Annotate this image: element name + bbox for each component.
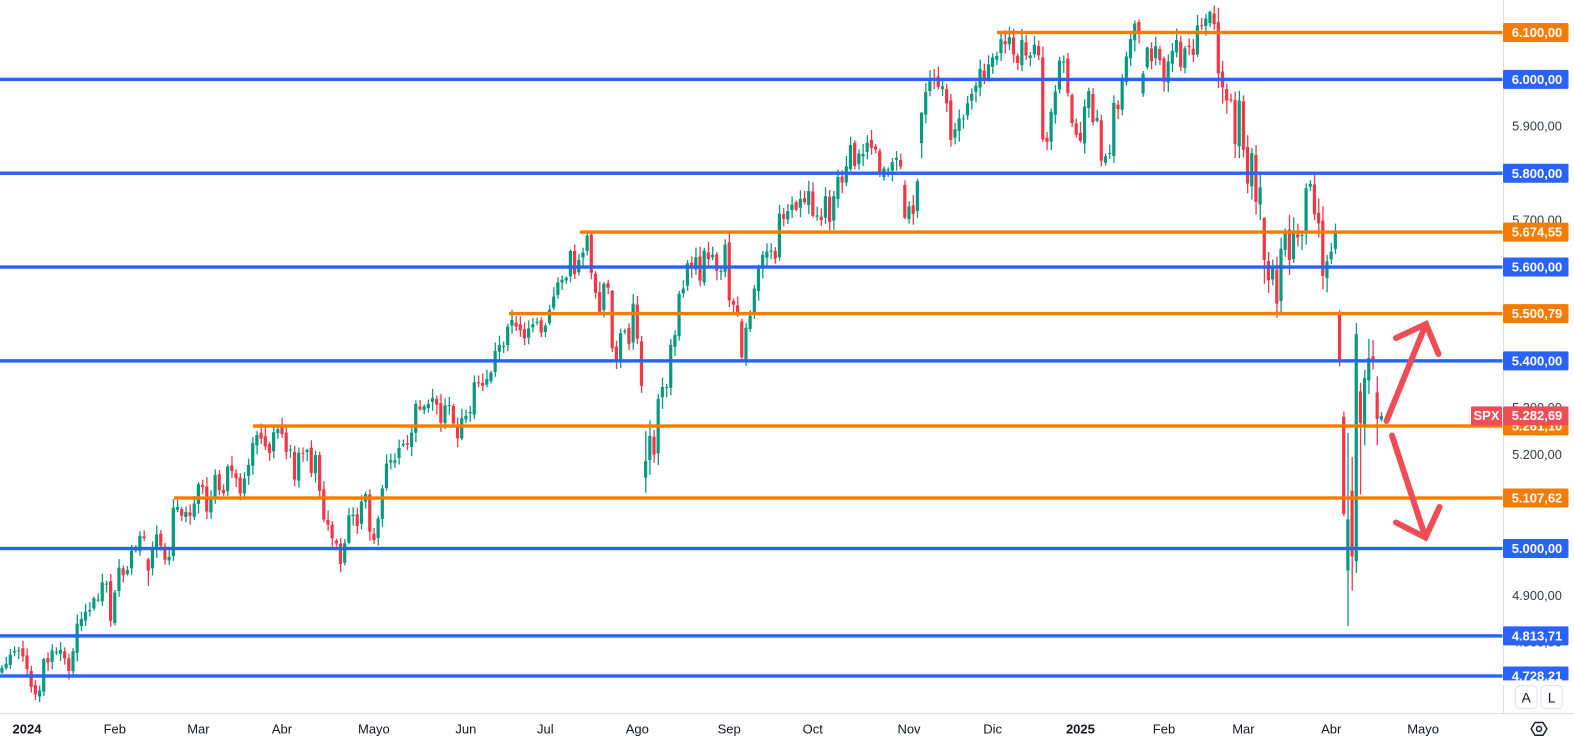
svg-text:A: A: [1522, 689, 1532, 705]
svg-text:Feb: Feb: [1153, 722, 1175, 737]
svg-text:6.100,00: 6.100,00: [1512, 25, 1563, 40]
svg-text:Jun: Jun: [455, 722, 476, 737]
svg-text:4.900,00: 4.900,00: [1512, 588, 1562, 603]
svg-text:5.500,79: 5.500,79: [1512, 306, 1563, 321]
svg-text:Ago: Ago: [626, 722, 649, 737]
svg-text:Feb: Feb: [104, 722, 126, 737]
svg-text:L: L: [1548, 689, 1556, 705]
svg-text:5.200,00: 5.200,00: [1512, 447, 1562, 462]
svg-text:6.000,00: 6.000,00: [1512, 72, 1563, 87]
svg-text:Mar: Mar: [1232, 722, 1255, 737]
svg-text:5.600,00: 5.600,00: [1512, 260, 1563, 275]
svg-text:Jul: Jul: [537, 722, 554, 737]
svg-text:4.728,21: 4.728,21: [1512, 669, 1563, 684]
svg-text:5.400,00: 5.400,00: [1512, 354, 1563, 369]
svg-text:Mayo: Mayo: [358, 722, 390, 737]
svg-text:Mar: Mar: [187, 722, 210, 737]
svg-text:4.813,71: 4.813,71: [1512, 629, 1563, 644]
svg-text:Sep: Sep: [718, 722, 741, 737]
svg-text:2025: 2025: [1066, 722, 1095, 737]
svg-text:2024: 2024: [13, 722, 43, 737]
svg-text:Abr: Abr: [272, 722, 293, 737]
svg-text:5.107,62: 5.107,62: [1512, 491, 1563, 506]
svg-text:5.000,00: 5.000,00: [1512, 541, 1563, 556]
svg-text:Abr: Abr: [1321, 722, 1342, 737]
svg-text:SPX: SPX: [1473, 408, 1499, 423]
svg-text:5.800,00: 5.800,00: [1512, 166, 1563, 181]
svg-text:5.674,55: 5.674,55: [1512, 225, 1563, 240]
svg-text:Oct: Oct: [803, 722, 824, 737]
svg-text:Nov: Nov: [897, 722, 921, 737]
svg-text:5.900,00: 5.900,00: [1512, 119, 1562, 134]
svg-text:5.282,69: 5.282,69: [1512, 408, 1563, 423]
svg-text:Dic: Dic: [983, 722, 1002, 737]
svg-text:Mayo: Mayo: [1407, 722, 1439, 737]
